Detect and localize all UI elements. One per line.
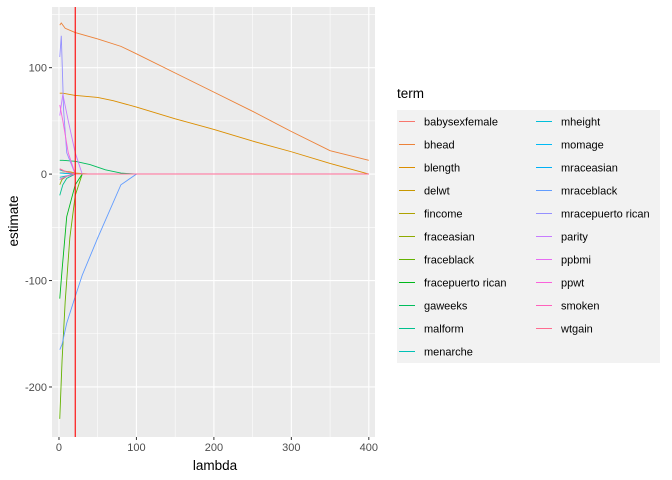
legend-label: ppbmi <box>561 255 591 267</box>
x-tick-label: 200 <box>205 442 223 454</box>
y-tick-label: -100 <box>25 276 47 288</box>
legend-label: fracepuerto rican <box>424 278 507 290</box>
legend-key-background <box>397 110 660 363</box>
legend-label: menarche <box>424 347 473 359</box>
legend-label: gaweeks <box>424 301 468 313</box>
series-line <box>59 22 369 161</box>
legend-label: fraceblack <box>424 255 475 267</box>
plot-panel <box>52 7 375 437</box>
legend-label: bhead <box>424 140 455 152</box>
x-axis: 0 100 200 300 400 <box>56 437 378 454</box>
legend-label: momage <box>561 140 604 152</box>
y-tick-label: -200 <box>25 382 47 394</box>
legend-label: ppwt <box>561 278 584 290</box>
y-tick-label: 100 <box>29 63 47 75</box>
y-tick-label: 0 <box>41 169 47 181</box>
legend-label: parity <box>561 232 588 244</box>
legend: term babysexfemale bhead blength delwt finco… <box>397 86 660 363</box>
legend-label: fincome <box>424 209 463 221</box>
series-line <box>59 173 369 350</box>
x-tick-label: 0 <box>56 442 62 454</box>
legend-label: mraceblack <box>561 186 618 198</box>
legend-label: babysexfemale <box>424 117 498 129</box>
series-line <box>59 92 369 175</box>
legend-label: wtgain <box>560 324 593 336</box>
legend-label: mracepuerto rican <box>561 209 650 221</box>
x-tick-label: 300 <box>282 442 300 454</box>
legend-title: term <box>397 86 424 101</box>
series-line <box>59 168 369 175</box>
legend-label: mheight <box>561 117 600 129</box>
legend-label: smoken <box>561 301 600 313</box>
x-axis-title: lambda <box>193 458 238 473</box>
legend-label: delwt <box>424 186 450 198</box>
legend-label: blength <box>424 163 460 175</box>
y-axis-title: estimate <box>6 195 21 246</box>
x-tick-label: 100 <box>127 442 145 454</box>
y-axis: -200 -100 0 100 <box>25 63 52 394</box>
legend-label: malform <box>424 324 464 336</box>
legend-label: mraceasian <box>561 163 618 175</box>
legend-label: fraceasian <box>424 232 475 244</box>
x-tick-label: 400 <box>360 442 378 454</box>
